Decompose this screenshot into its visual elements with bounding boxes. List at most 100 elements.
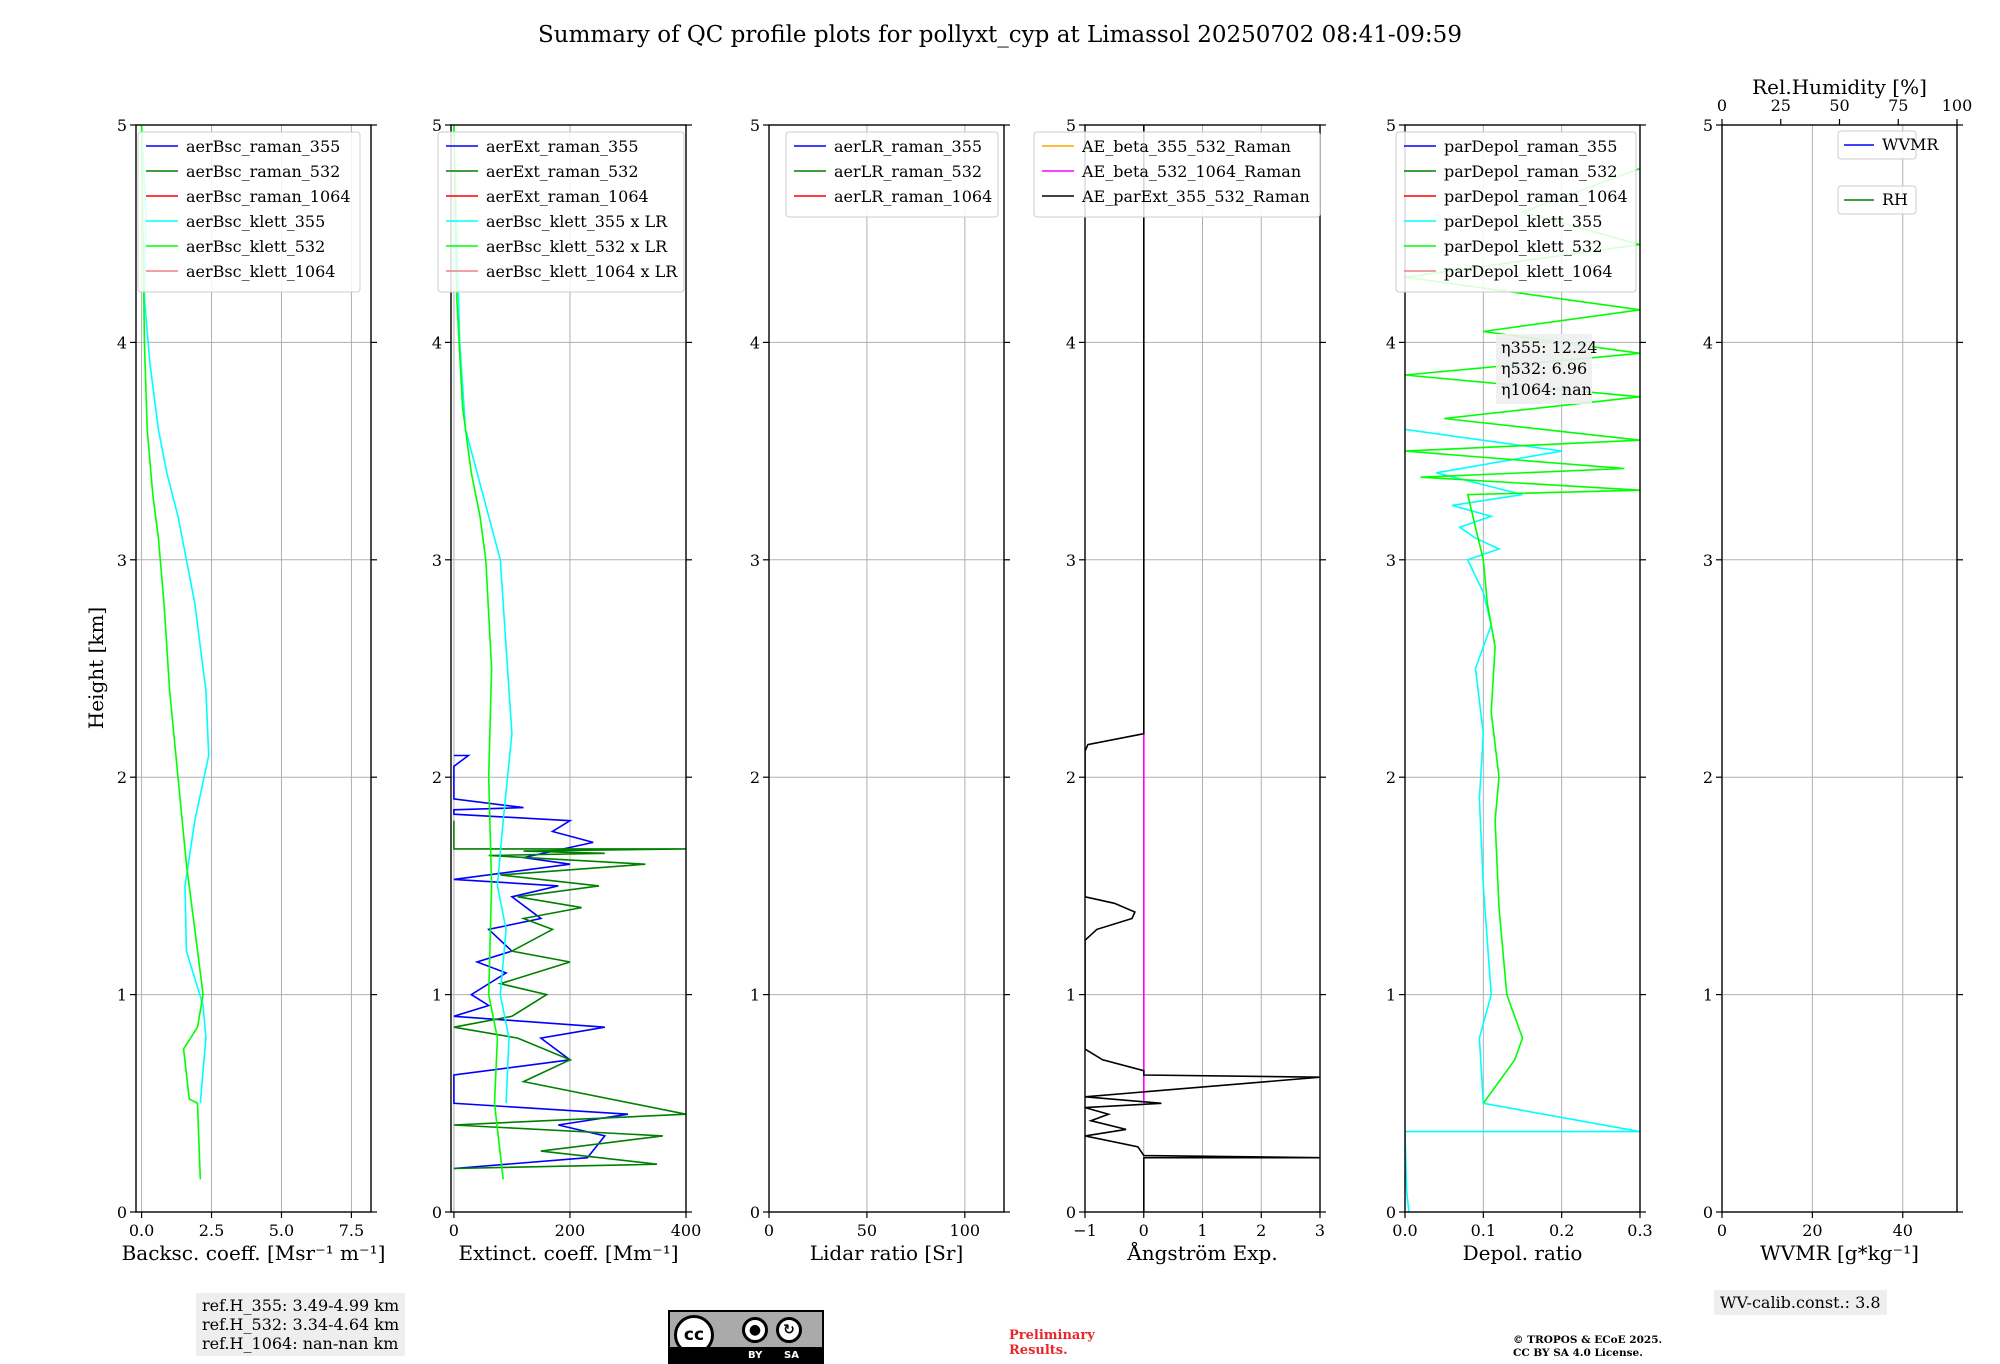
ae-ytick-label: 0 (1066, 1203, 1076, 1222)
depol-xtick-label: 0.1 (1471, 1221, 1496, 1240)
bsc-series-aerBsc_klett_532 (140, 125, 204, 1180)
license-strip: BY SA (670, 1347, 822, 1362)
depol-ytick-label: 4 (1386, 333, 1396, 352)
ae-xtick-label: −1 (1073, 1221, 1097, 1240)
ae-legend-label: AE_beta_355_532_Raman (1081, 137, 1291, 156)
wv-calib-text: WV-calib.const.: 3.8 (1720, 1293, 1881, 1312)
wv-top-xlabel: Rel.Humidity [%] (1752, 75, 1927, 99)
eta-value: η355: 12.24 (1501, 338, 1597, 357)
wv-legend-box (1837, 185, 1917, 215)
wv-ytick-label: 0 (1703, 1203, 1713, 1222)
wv-xtick-label: 0 (1717, 1221, 1727, 1240)
depol-series-parDepol_klett_532 (1405, 167, 1640, 1104)
ref-height-355: ref.H_355: 3.49-4.99 km (202, 1296, 400, 1315)
wv-legend-label: WVMR (1882, 135, 1939, 154)
wv-xlabel: WVMR [g*kg⁻¹] (1760, 1241, 1919, 1265)
wv-ytick-label: 3 (1703, 551, 1713, 570)
depol-legend-label: parDepol_raman_1064 (1444, 187, 1628, 206)
ext-xlabel: Extinct. coeff. [Mm⁻¹] (458, 1241, 678, 1265)
bsc-ytick-label: 4 (117, 333, 127, 352)
lr-ytick-label: 1 (750, 986, 760, 1005)
depol-ytick-label: 1 (1386, 986, 1396, 1005)
ae-xtick-label: 2 (1256, 1221, 1266, 1240)
ae-ytick-label: 3 (1066, 551, 1076, 570)
depol-xlabel: Depol. ratio (1463, 1241, 1583, 1265)
ref-height-532: ref.H_532: 3.34-4.64 km (202, 1315, 400, 1334)
ext-legend-label: aerBsc_klett_355 x LR (486, 212, 668, 231)
depol-legend-label: parDepol_klett_532 (1444, 237, 1602, 256)
person-icon: ● (742, 1317, 768, 1343)
lr-axes-frame (768, 124, 1005, 1213)
ext-series-aerExt_raman_532 (453, 820, 686, 1170)
lr-xtick-label: 100 (950, 1221, 981, 1240)
ref-height-1064: ref.H_1064: nan-nan km (202, 1334, 399, 1353)
lr-ytick-label: 3 (750, 551, 760, 570)
bsc-legend-label: aerBsc_raman_532 (186, 162, 340, 181)
wv-top-xtick-label: 50 (1829, 96, 1849, 115)
wv-top-xtick-label: 100 (1942, 96, 1973, 115)
copyright-note: © TROPOS & ECoE 2025. CC BY SA 4.0 Licen… (1513, 1334, 1662, 1360)
ae-legend-label: AE_beta_532_1064_Raman (1081, 162, 1301, 181)
wv-top-xtick-label: 75 (1888, 96, 1908, 115)
ae-ytick-label: 5 (1066, 116, 1076, 135)
lr-legend-label: aerLR_raman_355 (834, 137, 982, 156)
depol-xtick-label: 0.2 (1549, 1221, 1574, 1240)
ae-legend-box (1033, 131, 1321, 218)
ext-legend-label: aerExt_raman_532 (486, 162, 639, 181)
ext-legend-label: aerExt_raman_355 (486, 137, 639, 156)
depol-ytick-label: 0 (1386, 1203, 1396, 1222)
bsc-ytick-label: 1 (117, 986, 127, 1005)
bsc-xlabel: Backsc. coeff. [Msr⁻¹ m⁻¹] (122, 1241, 386, 1265)
bsc-xtick-label: 2.5 (199, 1221, 224, 1240)
lr-ytick-label: 0 (750, 1203, 760, 1222)
ext-ytick-label: 3 (432, 551, 442, 570)
depol-ytick-label: 3 (1386, 551, 1396, 570)
bsc-xtick-label: 5.0 (269, 1221, 294, 1240)
wv-top-xtick-label: 25 (1771, 96, 1791, 115)
ext-ytick-label: 2 (432, 768, 442, 787)
bsc-series-aerBsc_klett_355 (140, 125, 210, 1104)
ae-ytick-label: 1 (1066, 986, 1076, 1005)
ae-xlabel: Ångström Exp. (1126, 1240, 1277, 1265)
ae-xtick-label: 0 (1139, 1221, 1149, 1240)
wv-ytick-label: 4 (1703, 333, 1713, 352)
ext-xtick-label: 200 (555, 1221, 586, 1240)
ae-ytick-label: 2 (1066, 768, 1076, 787)
ext-legend-label: aerBsc_klett_532 x LR (486, 237, 668, 256)
depol-legend-box (1395, 131, 1637, 293)
ext-ytick-label: 5 (432, 116, 442, 135)
depol-xtick-label: 0.0 (1392, 1221, 1417, 1240)
depol-axes-frame (1404, 124, 1641, 1213)
ext-legend-label: aerBsc_klett_1064 x LR (486, 262, 678, 281)
eta-value: η532: 6.96 (1501, 359, 1587, 378)
ae-legend-label: AE_parExt_355_532_Raman (1081, 187, 1310, 206)
depol-xtick-label: 0.3 (1627, 1221, 1652, 1240)
lr-ytick-label: 4 (750, 333, 760, 352)
ext-xtick-label: 0 (449, 1221, 459, 1240)
cc-license-badge: cc ● ↻ BY SA (668, 1310, 824, 1364)
depol-ytick-label: 2 (1386, 768, 1396, 787)
wv-axes-frame (1721, 124, 1958, 1213)
wv-ytick-label: 1 (1703, 986, 1713, 1005)
depol-legend-label: parDepol_raman_532 (1444, 162, 1617, 181)
depol-legend-label: parDepol_raman_355 (1444, 137, 1617, 156)
ext-ytick-label: 4 (432, 333, 442, 352)
wv-legend-label: RH (1882, 190, 1908, 209)
wv-ytick-label: 2 (1703, 768, 1713, 787)
wv-legend-box (1837, 130, 1917, 160)
y-axis-label: Height [km] (84, 607, 108, 729)
ext-series-aerBsc_klett_355 x LR (453, 125, 513, 1104)
bsc-ytick-label: 3 (117, 551, 127, 570)
ext-series-aerBsc_klett_532 x LR (453, 125, 504, 1180)
ext-legend-label: aerExt_raman_1064 (486, 187, 649, 206)
ref-height-box: ref.H_355: 3.49-4.99 km ref.H_532: 3.34-… (196, 1293, 406, 1356)
lr-xlabel: Lidar ratio [Sr] (810, 1241, 964, 1265)
ae-xtick-label: 3 (1315, 1221, 1325, 1240)
depol-legend-label: parDepol_klett_1064 (1444, 262, 1613, 281)
ae-ytick-label: 4 (1066, 333, 1076, 352)
bsc-axes-frame (135, 124, 372, 1213)
preliminary-line-2: Results. (1009, 1343, 1068, 1358)
lr-legend-label: aerLR_raman_532 (834, 162, 982, 181)
bsc-xtick-label: 0.0 (129, 1221, 154, 1240)
ae-xtick-label: 1 (1197, 1221, 1207, 1240)
